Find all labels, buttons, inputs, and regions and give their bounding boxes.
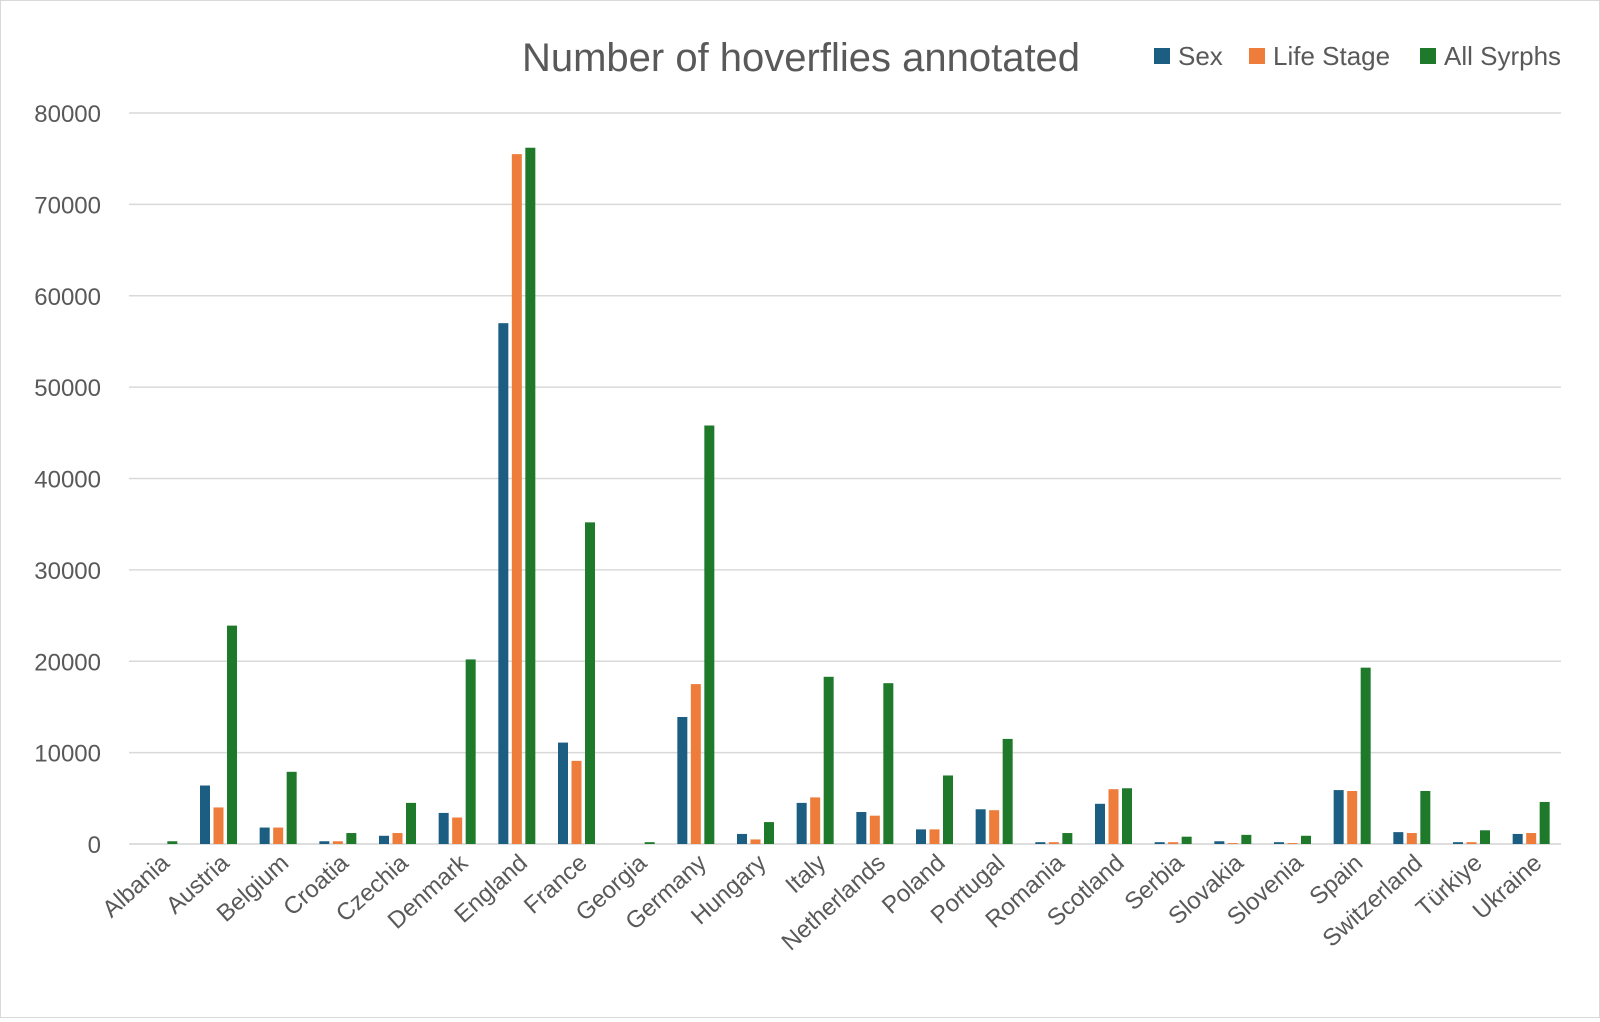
bar-scotland-all-syrphs (1122, 788, 1132, 844)
bar-poland-sex (916, 829, 926, 844)
y-tick-label: 0 (88, 832, 101, 859)
x-tick-label: Netherlands (777, 849, 891, 956)
y-tick-label: 70000 (34, 192, 101, 219)
bar-portugal-all-syrphs (1002, 738, 1013, 844)
gridlines (129, 112, 1561, 845)
bar-england-sex (498, 323, 509, 845)
bar-italy-sex (796, 802, 807, 844)
bar-georgia-all-syrphs (644, 842, 655, 844)
bar-romania-life-stage (1048, 842, 1059, 844)
legend-label: Sex (1178, 41, 1223, 71)
bar-denmark-sex (438, 812, 449, 844)
bar-slovakia-sex (1214, 841, 1225, 844)
bar-serbia-life-stage (1168, 842, 1179, 844)
bar-netherlands-life-stage (869, 815, 880, 844)
bar-portugal-life-stage (989, 810, 1000, 844)
bar-germany-sex (677, 716, 688, 844)
bar-ukraine-sex (1512, 833, 1523, 844)
bar-germany-life-stage (690, 684, 701, 844)
bar-czechia-sex (379, 835, 389, 844)
bar-czechia-life-stage (392, 833, 403, 844)
bars (167, 147, 1550, 845)
legend-label: Life Stage (1273, 41, 1390, 71)
bar-denmark-all-syrphs (465, 659, 476, 844)
bar-albania-all-syrphs (167, 841, 178, 844)
bar-romania-all-syrphs (1062, 833, 1073, 844)
bar-scotland-life-stage (1108, 789, 1119, 844)
bar-germany-all-syrphs (704, 425, 715, 844)
legend-swatch-sex (1154, 48, 1170, 64)
bar-italy-all-syrphs (823, 676, 834, 844)
y-tick-label: 40000 (34, 467, 101, 494)
x-tick-label: Albania (97, 849, 175, 923)
bar-slovakia-life-stage (1227, 843, 1238, 844)
y-tick-label: 60000 (34, 284, 101, 311)
bar-belgium-life-stage (273, 827, 284, 844)
bar-denmark-life-stage (452, 817, 463, 844)
bar-hungary-life-stage (750, 839, 761, 844)
y-tick-label: 10000 (34, 741, 101, 768)
bar-slovakia-all-syrphs (1241, 834, 1252, 844)
bar-portugal-sex (975, 809, 986, 844)
bar-france-life-stage (571, 760, 582, 844)
bar-ukraine-life-stage (1526, 833, 1537, 844)
bar-belgium-all-syrphs (286, 771, 297, 844)
y-axis-ticks: 0 10000 20000 30000 40000 50000 60000 70000 8000… (34, 101, 101, 859)
bar-slovenia-life-stage (1287, 843, 1298, 844)
bar-czechia-all-syrphs (406, 802, 416, 844)
bar-austria-all-syrphs (227, 625, 237, 844)
bar-scotland-sex (1095, 803, 1105, 844)
bar-spain-all-syrphs (1360, 667, 1371, 844)
bar-croatia-all-syrphs (346, 833, 357, 844)
bar-serbia-sex (1154, 842, 1165, 844)
bar-austria-sex (200, 785, 210, 844)
bar-netherlands-sex (856, 812, 867, 844)
y-tick-label: 30000 (34, 558, 101, 585)
bar-austria-life-stage (213, 807, 224, 844)
bar-slovenia-sex (1274, 842, 1284, 844)
bar-italy-life-stage (810, 797, 821, 844)
bar-england-all-syrphs (525, 147, 536, 844)
bar-t-rkiye-all-syrphs (1480, 830, 1490, 844)
bar-switzerland-all-syrphs (1420, 791, 1431, 844)
bar-croatia-life-stage (332, 841, 343, 844)
bar-france-all-syrphs (585, 522, 595, 844)
bar-hungary-sex (737, 833, 747, 844)
bar-t-rkiye-life-stage (1466, 842, 1477, 844)
bar-t-rkiye-sex (1453, 842, 1463, 844)
bar-spain-life-stage (1347, 791, 1358, 844)
bar-hungary-all-syrphs (764, 822, 774, 844)
chart-title: Number of hoverflies annotated (522, 36, 1080, 80)
y-tick-label: 20000 (34, 649, 101, 676)
x-axis-ticks: AlbaniaAustriaBelgiumCroatiaCzechiaDenma… (97, 849, 1547, 956)
y-tick-label: 50000 (34, 375, 101, 402)
legend-swatch-all-syrphs (1420, 48, 1436, 64)
bar-netherlands-all-syrphs (883, 683, 894, 844)
bar-switzerland-sex (1393, 832, 1404, 844)
bar-france-sex (558, 742, 568, 844)
bar-romania-sex (1035, 842, 1046, 844)
bar-belgium-sex (259, 827, 270, 844)
bar-switzerland-life-stage (1406, 833, 1417, 844)
bar-croatia-sex (319, 841, 330, 844)
legend: Sex Life Stage All Syrphs (1154, 41, 1561, 71)
bar-england-life-stage (511, 154, 522, 844)
x-tick-label: Italy (780, 849, 831, 899)
bar-poland-all-syrphs (943, 775, 953, 844)
bar-spain-sex (1333, 790, 1344, 844)
bar-ukraine-all-syrphs (1539, 801, 1550, 844)
legend-swatch-life-stage (1249, 48, 1265, 64)
legend-label: All Syrphs (1444, 41, 1561, 71)
bar-poland-life-stage (929, 829, 940, 844)
bar-serbia-all-syrphs (1181, 836, 1192, 844)
y-tick-label: 80000 (34, 101, 101, 128)
bar-slovenia-all-syrphs (1301, 835, 1311, 844)
